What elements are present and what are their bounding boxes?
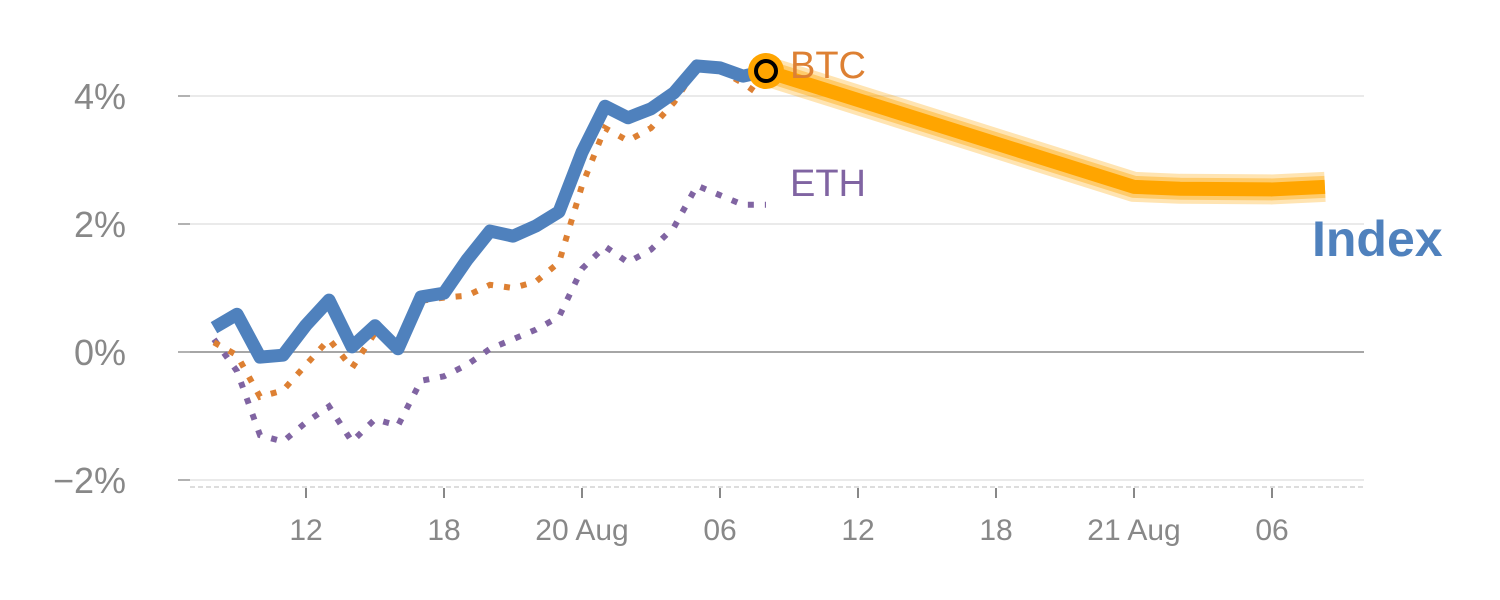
x-axis: 12 18 20 Aug 06 12 18 21 Aug 06 <box>190 486 1364 547</box>
x-tick-label: 20 Aug <box>535 514 628 547</box>
y-axis: 4% 2% 0% −2% <box>53 76 190 501</box>
grid-lines <box>190 95 1364 481</box>
series-btc <box>212 63 759 401</box>
series-index-forecast <box>763 64 1326 197</box>
x-tick-label: 21 Aug <box>1087 514 1180 547</box>
legend-label-index: Index <box>1312 211 1443 267</box>
x-tick-label: 06 <box>1255 514 1288 547</box>
y-tick-label: 4% <box>74 76 126 117</box>
legend-label-eth: ETH <box>790 163 866 205</box>
x-tick-label: 06 <box>703 514 736 547</box>
highlight-point <box>754 59 778 84</box>
y-tick-label: −2% <box>53 460 126 501</box>
series-lines <box>210 53 1326 447</box>
x-tick-label: 18 <box>427 514 460 547</box>
y-tick-label: 2% <box>74 204 126 245</box>
series-index <box>210 59 768 364</box>
x-tick-label: 12 <box>289 514 322 547</box>
x-tick-label: 18 <box>979 514 1012 547</box>
legend-label-btc: BTC <box>790 45 866 87</box>
x-tick-label: 12 <box>841 514 874 547</box>
y-tick-label: 0% <box>74 332 126 373</box>
